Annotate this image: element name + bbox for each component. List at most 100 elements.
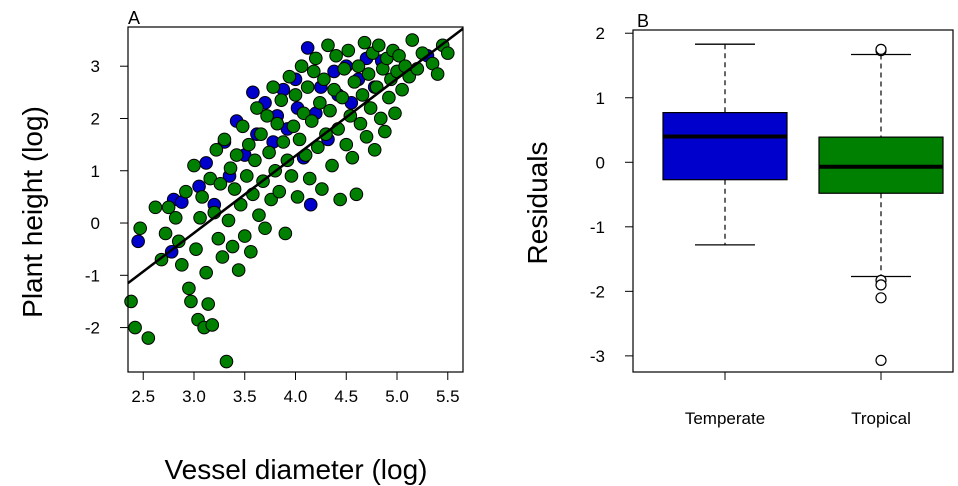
data-point <box>278 226 293 241</box>
y-tick-label: -1 <box>590 218 605 237</box>
data-point <box>405 33 420 47</box>
x-tick-label: 3.0 <box>182 387 206 406</box>
category-label: Tropical <box>851 409 911 428</box>
scatter-points <box>124 33 455 369</box>
data-point <box>254 127 268 141</box>
y-axis-ticks: -3 -2 -1 0 1 2 <box>590 24 633 366</box>
y-tick-label: 2 <box>91 109 100 128</box>
panel-a-scatter: 2.5 3.0 3.5 4.0 4.5 5.0 5.5 -2 -1 0 1 2 3 A Vessel … <box>17 8 464 485</box>
plot-frame <box>632 29 954 373</box>
data-point <box>205 318 220 332</box>
data-point <box>252 208 266 222</box>
regression-line <box>127 27 464 285</box>
data-point <box>345 150 360 165</box>
x-tick-label: 5.5 <box>436 387 460 406</box>
data-point <box>246 85 260 100</box>
data-point <box>133 221 147 236</box>
data-point <box>244 244 258 259</box>
x-axis-ticks: Temperate Tropical <box>685 372 911 428</box>
data-point <box>231 263 246 277</box>
data-point <box>131 234 145 249</box>
data-point <box>373 111 388 126</box>
data-point <box>284 169 299 183</box>
data-point <box>175 258 189 272</box>
box-plots <box>662 43 944 366</box>
data-point <box>306 64 321 79</box>
y-tick-label: 2 <box>596 24 605 43</box>
y-tick-label: 0 <box>91 214 100 233</box>
x-tick-label: 4.0 <box>284 387 308 406</box>
data-point <box>430 67 445 81</box>
y-axis-title: Residuals <box>522 142 553 265</box>
data-point <box>246 187 260 202</box>
data-point <box>193 210 207 225</box>
data-point <box>213 177 228 191</box>
data-point <box>264 192 278 207</box>
data-point <box>237 229 252 243</box>
data-point <box>337 62 352 76</box>
data-point <box>303 197 318 212</box>
data-point <box>209 143 224 157</box>
panel-b-boxplot: -3 -2 -1 0 1 2 Temperate Tropical B Residuals <box>522 11 954 428</box>
y-tick-label: -2 <box>590 282 605 301</box>
data-point <box>223 161 238 175</box>
y-tick-label: 1 <box>91 162 100 181</box>
data-point <box>187 158 201 173</box>
data-point <box>357 35 372 50</box>
y-tick-label: -1 <box>85 266 100 285</box>
y-tick-label: 0 <box>596 153 605 172</box>
box-iqr <box>662 111 788 181</box>
data-point <box>260 109 274 123</box>
data-point <box>321 38 335 53</box>
data-point <box>292 132 307 147</box>
data-point <box>290 190 305 204</box>
data-point <box>367 143 382 157</box>
data-point <box>388 106 402 121</box>
data-point <box>239 169 254 183</box>
data-point <box>294 59 309 74</box>
panel-label-a: A <box>128 8 140 28</box>
data-point <box>327 82 341 97</box>
outlier-point <box>875 43 887 55</box>
data-point <box>221 213 236 228</box>
category-label: Temperate <box>685 409 765 428</box>
data-point <box>359 129 374 144</box>
data-point <box>378 124 392 139</box>
data-point <box>282 69 297 84</box>
data-point <box>353 116 368 131</box>
x-axis-ticks: 2.5 3.0 3.5 4.0 4.5 5.0 5.5 <box>131 372 460 406</box>
data-point <box>211 231 226 246</box>
data-point <box>248 153 262 168</box>
data-point <box>286 119 301 134</box>
y-tick-label: -3 <box>590 347 605 366</box>
data-point <box>141 331 156 345</box>
data-point <box>266 80 280 94</box>
data-point <box>148 200 163 215</box>
data-point <box>270 116 285 131</box>
y-axis-ticks: -2 -1 0 1 2 3 <box>85 57 128 338</box>
data-point <box>361 67 376 81</box>
x-tick-label: 4.5 <box>334 387 358 406</box>
data-point <box>325 158 339 173</box>
x-tick-label: 5.0 <box>385 387 409 406</box>
x-tick-label: 3.5 <box>233 387 257 406</box>
data-point <box>199 156 213 170</box>
outlier-point <box>875 354 887 366</box>
data-point <box>440 46 455 60</box>
data-point <box>304 114 319 128</box>
data-point <box>349 187 364 202</box>
data-point <box>347 75 362 89</box>
y-tick-label: -2 <box>85 319 100 338</box>
data-point <box>161 200 176 215</box>
data-point <box>317 72 331 87</box>
data-point <box>288 88 303 102</box>
data-point <box>219 354 234 369</box>
data-point <box>158 226 173 241</box>
data-point <box>300 80 315 94</box>
data-point <box>296 106 311 121</box>
y-axis-title: Plant height (log) <box>17 106 48 318</box>
data-point <box>315 182 329 196</box>
data-point <box>311 140 325 155</box>
data-point <box>313 95 327 110</box>
